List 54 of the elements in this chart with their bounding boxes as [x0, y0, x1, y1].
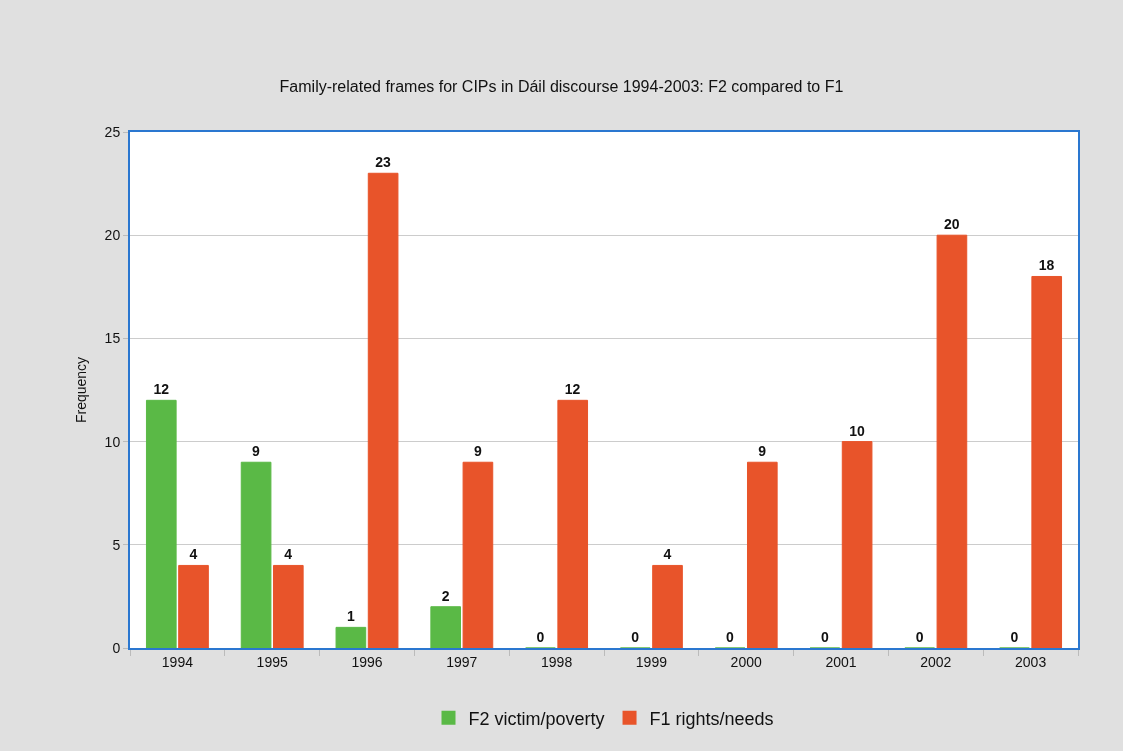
y-tick-label: 0 [112, 639, 121, 656]
data-label: 9 [252, 443, 261, 460]
x-tick-label: 1998 [541, 653, 573, 670]
data-label: 20 [944, 216, 960, 233]
data-label: 12 [564, 381, 581, 398]
data-label: 0 [631, 629, 640, 645]
data-label: 0 [1010, 629, 1019, 645]
x-tick-label: 1995 [256, 653, 288, 670]
x-tick-label: 1994 [161, 653, 194, 670]
bar [335, 626, 367, 648]
y-tick-label: 15 [104, 330, 121, 347]
y-tick-label: 20 [104, 227, 121, 244]
bar [841, 441, 873, 648]
bar [145, 399, 177, 648]
y-axis-title: Frequency [72, 356, 89, 424]
data-label: 12 [153, 381, 170, 398]
x-tick-label: 1997 [446, 653, 478, 670]
data-label: 4 [663, 546, 672, 563]
data-label: 10 [849, 422, 866, 439]
y-tick-label: 25 [104, 123, 121, 140]
bar [936, 234, 968, 648]
legend-label: F1 rights/needs [649, 708, 774, 729]
data-label: 9 [758, 443, 767, 460]
bar [462, 461, 494, 648]
data-label: 4 [284, 546, 293, 563]
y-tick-label: 10 [104, 433, 121, 450]
data-label: 1 [346, 608, 355, 625]
data-label: 0 [726, 629, 735, 645]
bar [1031, 275, 1063, 648]
chart-title: Family-related frames for CIPs in Dáil discourse 1994-2003: F2 compared to F1 [279, 77, 844, 95]
bar [652, 564, 683, 648]
bar [240, 461, 272, 648]
data-label: 23 [375, 154, 392, 171]
x-tick-label: 1996 [351, 653, 383, 670]
bar [272, 564, 304, 648]
bar [367, 172, 399, 648]
bar [178, 564, 209, 648]
data-label: 9 [473, 443, 482, 460]
data-label: 0 [536, 629, 545, 645]
x-tick-label: 2002 [920, 653, 952, 670]
x-tick-label: 2001 [825, 653, 857, 670]
x-tick-label: 2000 [730, 653, 762, 670]
bar [746, 461, 778, 648]
data-label: 0 [915, 629, 924, 645]
x-tick-label: 1999 [635, 653, 668, 670]
x-tick-label: 2003 [1015, 653, 1047, 670]
bar [557, 399, 589, 648]
data-label: 0 [820, 629, 829, 645]
legend-label: F2 victim/poverty [468, 708, 605, 729]
bar [430, 606, 462, 648]
data-label: 18 [1038, 257, 1055, 274]
y-tick-label: 5 [112, 536, 121, 553]
data-label: 2 [441, 587, 450, 604]
data-label: 4 [189, 546, 198, 563]
